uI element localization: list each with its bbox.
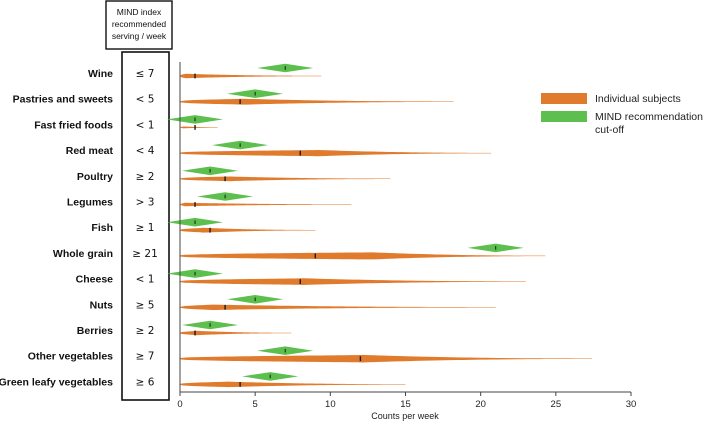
violin-red-meat (180, 149, 492, 157)
row-label-wine: Wine (88, 68, 113, 80)
row-label-poultry: Poultry (77, 171, 113, 183)
x-tick-label-20: 20 (475, 399, 486, 410)
x-tick-label-5: 5 (253, 399, 258, 410)
serving-label-nuts: ≥ 5 (136, 299, 155, 311)
violin-fast-fried-foods (180, 126, 218, 129)
row-label-nuts: Nuts (90, 299, 113, 311)
x-tick-label-10: 10 (325, 399, 336, 410)
row-label-cheese: Cheese (76, 274, 114, 286)
row-label-other-vegetables: Other vegetables (28, 351, 113, 363)
legend: Individual subjects MIND recommendation … (541, 93, 703, 136)
serving-label-red-meat: < 4 (136, 145, 155, 157)
row-label-berries: Berries (77, 325, 113, 337)
serving-header-box (105, 0, 173, 50)
violin-berries (180, 330, 292, 336)
serving-label-pastries-and-sweets: < 5 (136, 94, 155, 106)
violin-whole-grain (180, 252, 546, 260)
x-tick-label-0: 0 (177, 399, 182, 410)
serving-label-poultry: ≥ 2 (136, 171, 155, 183)
serving-label-berries: ≥ 2 (136, 325, 155, 337)
violin-legumes (180, 202, 352, 207)
violin-cheese (180, 278, 526, 285)
serving-label-whole-grain: ≥ 21 (132, 248, 158, 260)
violin-nuts (180, 304, 496, 311)
legend-swatch-cutoff (541, 111, 587, 122)
serving-header: MIND index recommended serving / week (105, 0, 173, 50)
row-label-fish: Fish (91, 222, 113, 234)
x-tick-label-15: 15 (400, 399, 411, 410)
legend-label-individual: Individual subjects (595, 93, 681, 105)
serving-column-box (121, 51, 170, 401)
violin-green-leafy-vegetables (180, 381, 406, 388)
x-axis: Counts per week 0 5 10 15 20 25 30 (177, 62, 636, 421)
row-label-whole-grain: Whole grain (53, 248, 113, 260)
violin-wine (180, 73, 322, 79)
serving-label-fish: ≥ 1 (136, 222, 155, 234)
serving-label-legumes: > 3 (136, 197, 155, 209)
x-tick-label-25: 25 (551, 399, 562, 410)
legend-swatch-individual (541, 93, 587, 104)
row-label-red-meat: Red meat (66, 145, 114, 157)
legend-label-cutoff-line2: cut-off (595, 124, 624, 136)
row-label-green-leafy-vegetables: Green leafy vegetables (0, 376, 113, 388)
row-label-legumes: Legumes (67, 197, 113, 209)
x-axis-title: Counts per week (371, 411, 439, 421)
row-label-pastries-and-sweets: Pastries and sweets (13, 94, 114, 106)
serving-header-line-1: MIND index (117, 7, 162, 17)
violin-other-vegetables (180, 354, 592, 363)
legend-label-cutoff: MIND recommendation (595, 111, 703, 123)
violin-fish (180, 227, 316, 233)
x-tick-label-30: 30 (626, 399, 637, 410)
serving-label-wine: ≤ 7 (136, 68, 155, 80)
serving-header-line-3: serving / week (112, 31, 167, 41)
row-labels: Wine ≤ 7 Pastries and sweets < 5 Fast fried … (0, 68, 158, 388)
serving-label-cheese: < 1 (136, 274, 155, 286)
serving-header-line-2: recommended (112, 19, 167, 29)
serving-label-other-vegetables: ≥ 7 (136, 351, 155, 363)
serving-label-fast-fried-foods: < 1 (136, 119, 155, 131)
violin-pastries-and-sweets (180, 98, 454, 105)
violin-plot-area (167, 63, 592, 388)
serving-label-green-leafy-vegetables: ≥ 6 (136, 376, 155, 388)
violin-poultry (180, 176, 391, 182)
row-label-fast-fried-foods: Fast fried foods (34, 119, 113, 131)
